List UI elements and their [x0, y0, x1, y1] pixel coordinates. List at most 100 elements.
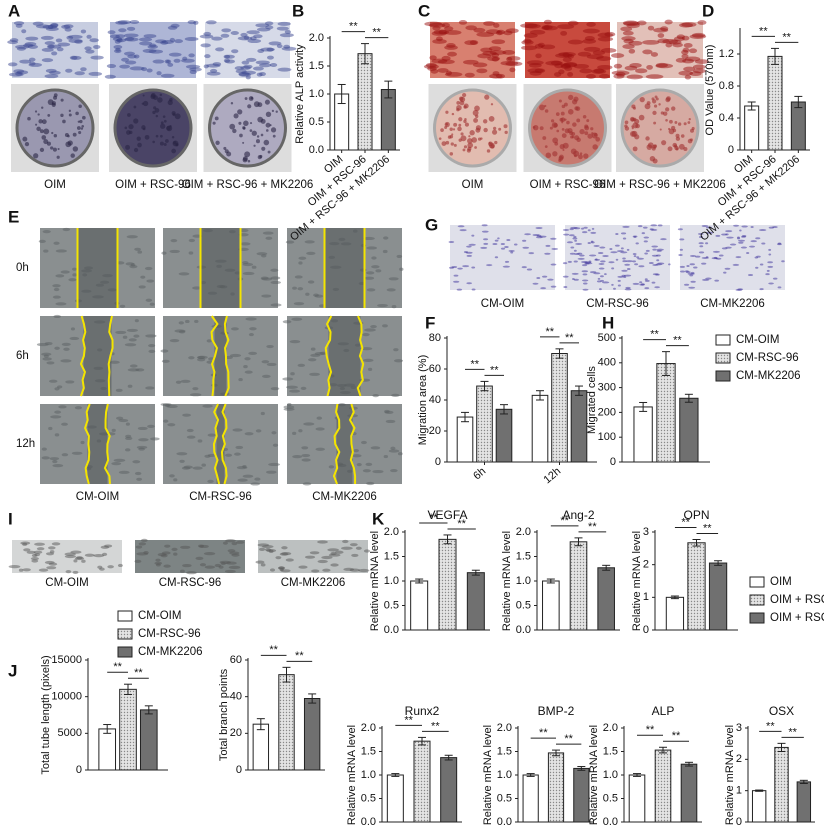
cell	[508, 249, 515, 252]
cell	[689, 263, 695, 266]
y-tick-label: 0	[76, 764, 82, 776]
cell	[156, 71, 162, 76]
cell	[314, 351, 325, 356]
stain	[644, 103, 651, 110]
stain	[542, 136, 547, 140]
cell	[522, 246, 530, 249]
cell	[328, 465, 335, 469]
cell	[173, 478, 178, 482]
stain	[561, 128, 565, 131]
stain	[587, 133, 593, 139]
stain	[133, 147, 139, 153]
cell	[633, 235, 637, 238]
cell	[623, 38, 634, 44]
error-bar	[684, 393, 693, 403]
cell	[170, 23, 180, 28]
cell	[594, 258, 601, 261]
cell	[534, 43, 544, 49]
cell	[679, 238, 685, 241]
stain	[174, 113, 181, 120]
cell	[143, 34, 157, 39]
cell	[42, 357, 52, 361]
cell	[356, 463, 362, 467]
stain	[456, 107, 460, 112]
cell	[589, 254, 597, 257]
cell	[111, 462, 122, 466]
cell	[777, 286, 782, 289]
row-label: 12h	[16, 438, 35, 450]
cell	[491, 56, 500, 62]
cell	[104, 544, 113, 548]
wound-edge	[79, 315, 87, 397]
cell	[180, 545, 191, 549]
cell	[642, 49, 653, 55]
wound-edge	[348, 403, 357, 485]
stain	[463, 105, 467, 109]
cell	[244, 370, 253, 374]
cell	[738, 241, 744, 244]
cell	[228, 565, 241, 569]
cell	[41, 47, 54, 52]
cell	[283, 405, 295, 409]
error-bar	[391, 773, 400, 777]
cell	[60, 270, 70, 274]
cell	[316, 416, 323, 420]
cell	[175, 380, 182, 384]
cell	[637, 225, 643, 228]
cell	[89, 38, 99, 43]
error-bar	[361, 43, 369, 65]
cell	[192, 286, 202, 290]
cell	[573, 249, 577, 252]
cell	[271, 431, 277, 435]
cell	[147, 44, 158, 49]
cell	[384, 410, 394, 414]
cell	[72, 570, 79, 575]
cell	[582, 279, 589, 282]
stain	[133, 118, 139, 124]
cell	[388, 277, 399, 281]
cell	[200, 43, 211, 48]
cell	[284, 29, 291, 34]
cell	[52, 459, 58, 464]
error-bar	[714, 560, 723, 566]
cell	[118, 28, 127, 33]
cell	[371, 265, 380, 269]
y-tick-label: 0	[643, 624, 649, 636]
significance-label: **	[788, 726, 797, 738]
cell	[134, 247, 141, 251]
cell	[99, 567, 105, 571]
cell	[144, 266, 153, 271]
cell	[38, 239, 46, 244]
cell	[204, 454, 211, 458]
stain	[586, 119, 590, 123]
cell	[41, 58, 54, 63]
stain	[27, 116, 31, 121]
stain	[463, 145, 468, 149]
cell	[706, 231, 714, 234]
cell	[129, 20, 140, 25]
bar	[98, 728, 117, 771]
cell	[569, 252, 576, 255]
cell	[305, 292, 310, 296]
cell	[304, 555, 316, 559]
stain	[584, 131, 589, 136]
stain	[668, 128, 675, 135]
cell	[222, 541, 228, 545]
y-tick-label: 2.0	[309, 32, 324, 44]
bar	[357, 53, 373, 151]
stain	[445, 110, 449, 114]
cell	[249, 327, 257, 331]
cell	[550, 285, 557, 288]
wound-edge	[356, 315, 365, 397]
cell	[142, 48, 157, 53]
cell	[677, 228, 683, 231]
cell	[229, 551, 240, 555]
y-tick-label: 5000	[58, 727, 82, 739]
cell	[204, 565, 216, 569]
stain	[250, 96, 254, 100]
cell	[679, 22, 694, 28]
cell	[146, 68, 153, 73]
caption: CM-OIM	[76, 491, 119, 503]
cell	[570, 226, 578, 229]
